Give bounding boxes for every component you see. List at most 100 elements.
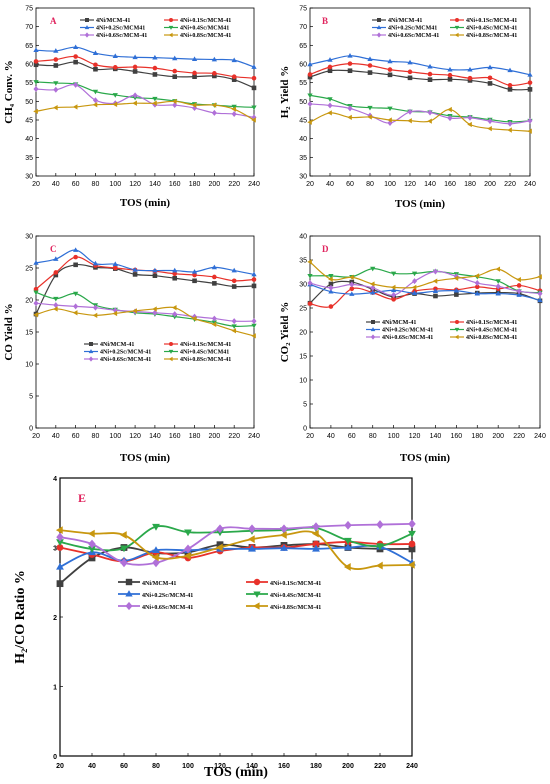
- data-point: [376, 520, 384, 529]
- data-point: [112, 53, 118, 58]
- data-point: [427, 77, 433, 82]
- series-line: [35, 100, 255, 121]
- data-point: [112, 261, 118, 266]
- legend-marker: [88, 349, 94, 354]
- data-point: [191, 56, 198, 61]
- data-point: [92, 97, 98, 104]
- data-point: [251, 333, 256, 339]
- x-tick-label: 240: [248, 433, 260, 440]
- data-point: [507, 82, 513, 88]
- x-tick-label: 100: [384, 181, 396, 188]
- series-line: [35, 302, 255, 322]
- legend-marker: [454, 32, 459, 38]
- data-point: [447, 115, 453, 122]
- series-6: [33, 98, 256, 123]
- data-point: [53, 105, 58, 111]
- data-point: [367, 105, 373, 111]
- data-point: [132, 267, 138, 272]
- data-point: [231, 74, 237, 79]
- data-point: [119, 531, 127, 539]
- series-6: [55, 526, 415, 571]
- data-point: [474, 273, 480, 279]
- x-tick-label: 160: [169, 433, 181, 440]
- x-tick-label: 200: [484, 181, 496, 188]
- data-point: [192, 278, 197, 284]
- data-point: [211, 102, 217, 108]
- legend-marker: [455, 320, 459, 324]
- y-tick-label: 10: [25, 361, 33, 368]
- x-tick-label: 160: [451, 433, 463, 440]
- legend-marker: [376, 25, 382, 30]
- data-point: [467, 114, 473, 121]
- data-point: [408, 540, 416, 548]
- data-point: [327, 57, 333, 62]
- data-point: [152, 54, 158, 60]
- data-point: [376, 543, 384, 551]
- data-point: [152, 72, 158, 77]
- y-axis-label: H₂/CO Ratio %: [13, 570, 28, 664]
- series-2: [307, 283, 543, 309]
- legend-marker: [125, 578, 133, 586]
- y-tick-label: 5: [303, 401, 307, 408]
- x-tick-label: 40: [327, 433, 335, 440]
- data-point: [152, 100, 157, 106]
- y-tick-label: 45: [299, 117, 307, 124]
- legend-marker: [169, 18, 173, 22]
- x-tick-label: 200: [209, 181, 221, 188]
- data-point: [427, 109, 433, 116]
- legend-marker: [168, 32, 173, 38]
- data-point: [390, 271, 397, 277]
- y-axis-label: CO Yield %: [3, 303, 15, 360]
- legend-marker: [370, 334, 376, 340]
- data-point: [432, 288, 439, 294]
- x-tick-label: 20: [56, 763, 64, 770]
- legend-marker: [454, 327, 460, 332]
- x-tick-label: 20: [306, 181, 314, 188]
- data-point: [53, 296, 59, 302]
- series-line: [35, 249, 255, 275]
- data-point: [495, 266, 501, 272]
- series-line: [59, 544, 413, 568]
- data-point: [307, 280, 313, 287]
- y-tick-label: 75: [299, 5, 307, 12]
- data-point: [427, 71, 433, 77]
- data-point: [447, 72, 453, 78]
- data-point: [92, 260, 99, 266]
- legend-label: 4Ni+0.1Sc/MCM-41: [466, 18, 517, 24]
- data-point: [73, 81, 79, 88]
- legend-label: 4Ni+0.8Sc/MCM-41: [270, 605, 321, 611]
- data-point: [467, 66, 473, 72]
- data-point: [112, 265, 118, 271]
- data-point: [487, 125, 492, 132]
- data-point: [152, 523, 160, 531]
- data-point: [55, 526, 63, 535]
- series-3: [307, 53, 533, 77]
- data-point: [407, 118, 412, 124]
- x-tick-label: 60: [72, 433, 80, 440]
- data-point: [184, 529, 192, 537]
- data-point: [216, 524, 224, 534]
- legend-label: 4Ni/MCM-41: [100, 342, 134, 348]
- data-point: [231, 324, 237, 329]
- legend-label: 4Ni+0.4Sc/MCM-41: [466, 26, 517, 32]
- x-tick-label: 240: [524, 181, 536, 188]
- data-point: [537, 297, 543, 303]
- y-tick-label: 0: [53, 754, 57, 761]
- legend-marker: [169, 342, 173, 346]
- series-line: [35, 46, 255, 68]
- data-point: [516, 283, 522, 288]
- x-tick-label: 140: [149, 181, 161, 188]
- y-tick-label: 70: [299, 24, 307, 31]
- data-point: [408, 530, 416, 538]
- data-point: [387, 67, 393, 72]
- data-point: [527, 117, 533, 124]
- y-tick-label: 40: [299, 233, 307, 240]
- data-point: [537, 274, 542, 280]
- data-point: [307, 74, 313, 80]
- data-point: [367, 63, 373, 68]
- legend-marker: [168, 356, 173, 362]
- y-tick-label: 65: [25, 43, 33, 50]
- data-point: [367, 56, 373, 61]
- y-axis-label: CO₂ Yield %: [279, 302, 291, 363]
- x-tick-label: 180: [471, 433, 483, 440]
